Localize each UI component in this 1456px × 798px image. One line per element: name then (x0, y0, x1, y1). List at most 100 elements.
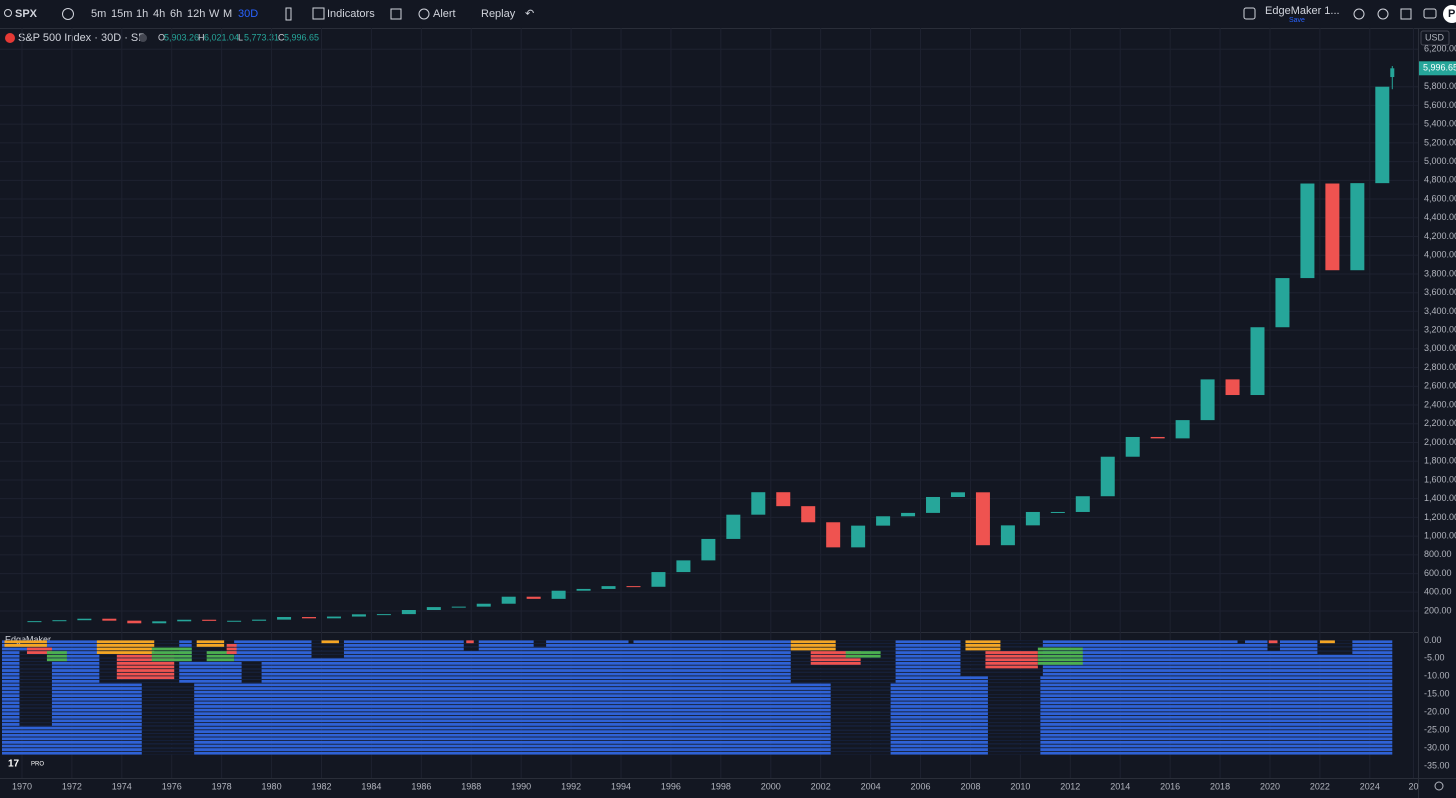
x-tick-label: 1978 (212, 781, 232, 791)
currency[interactable]: USD (1425, 32, 1445, 42)
heat-row (1, 651, 1393, 654)
heat-row (1037, 647, 1083, 651)
heat-row (987, 701, 1041, 705)
y-tick-label: 5,000.00 (1424, 156, 1456, 166)
settings-button[interactable] (1377, 8, 1389, 20)
alert-icon[interactable] (418, 8, 430, 20)
y-tick-label: 3,600.00 (1424, 287, 1456, 297)
x-tick-label: 2020 (1260, 781, 1280, 791)
heat-row (985, 658, 1038, 662)
heat-row (141, 697, 195, 701)
y-tick-label: -20.00 (1424, 707, 1450, 717)
candle-body (27, 621, 42, 623)
candle-body (376, 614, 391, 616)
heat-row (19, 658, 52, 662)
candle-body (651, 572, 666, 587)
x-tick-label: 2014 (1110, 781, 1130, 791)
interval[interactable]: 1h (136, 8, 148, 20)
x-tick-label: 1970 (12, 781, 32, 791)
heat-row (141, 694, 195, 698)
interval[interactable]: 4h (153, 8, 165, 20)
heat-row (1268, 640, 1278, 644)
candle-body (177, 619, 192, 622)
candle-body (252, 619, 267, 621)
heat-row (830, 705, 891, 708)
heat-row (790, 640, 836, 644)
collapse-button[interactable] (139, 34, 147, 42)
compare-button[interactable] (62, 8, 74, 20)
heat-row (96, 643, 155, 647)
heat-row (241, 672, 262, 676)
heat-row (1, 744, 1393, 748)
heat-row (987, 690, 1041, 694)
quick-search[interactable] (1353, 8, 1365, 20)
heat-row (1, 690, 1393, 694)
candle-body (726, 514, 741, 539)
y-tick-label: 2,400.00 (1424, 399, 1456, 409)
y-tick-label: 800.00 (1424, 549, 1452, 559)
ohlc-value: 5,903.26 (164, 32, 199, 42)
avatar-letter[interactable]: P (1448, 8, 1455, 20)
candle-body (351, 614, 366, 617)
replay-button[interactable]: Replay (481, 8, 516, 20)
heat-row (226, 651, 237, 654)
heat-row (141, 683, 195, 687)
heat-row (466, 640, 474, 644)
search-icon[interactable] (4, 9, 12, 17)
snapshot-button[interactable] (1423, 8, 1437, 19)
chart-type-button[interactable] (285, 7, 292, 21)
interval[interactable]: W (209, 8, 220, 20)
candle-body (901, 512, 916, 517)
ohlc-legend: O5,903.26H 6,021.04L 5,773.31C 5,996.65 (158, 32, 319, 42)
y-tick-label: 6,200.00 (1424, 44, 1456, 54)
heat-row (960, 672, 1043, 676)
heat-row (311, 651, 344, 654)
interval[interactable]: 5m (91, 8, 106, 20)
templates-button[interactable] (390, 8, 402, 20)
candle-body (826, 522, 841, 548)
heat-row (1, 669, 1393, 672)
indicators-button[interactable]: Indicators (327, 8, 375, 20)
interval[interactable]: M (223, 8, 232, 20)
currency-box[interactable] (1420, 30, 1450, 46)
fullscreen-button[interactable] (1400, 8, 1412, 20)
candle-body (926, 496, 941, 513)
heat-row (141, 701, 195, 705)
interval-active[interactable]: 30D (238, 8, 258, 20)
undo-button[interactable]: ↶ (525, 8, 534, 20)
heat-row (1317, 640, 1353, 644)
x-tick-label: 1984 (361, 781, 381, 791)
heat-row (99, 679, 180, 683)
last-price-box (1419, 61, 1456, 76)
ohlc-value: 5,773.31 (244, 32, 279, 42)
layout-name[interactable]: EdgeMaker 1... (1265, 5, 1340, 17)
heat-row (191, 647, 235, 651)
candle-body (1025, 511, 1040, 526)
heat-row (533, 640, 547, 644)
x-tick-label: 1990 (511, 781, 531, 791)
y-tick-label: 5,800.00 (1424, 81, 1456, 91)
y-tick-label: 4,800.00 (1424, 175, 1456, 185)
y-tick-label: 600.00 (1424, 568, 1452, 578)
layout-icon[interactable] (1243, 7, 1256, 20)
indicators-icon[interactable] (312, 7, 325, 20)
y-tick-label: 4,400.00 (1424, 212, 1456, 222)
heat-row (790, 640, 896, 644)
y-tick-label: 2,600.00 (1424, 381, 1456, 391)
heat-row (987, 715, 1041, 719)
candle-body (451, 606, 466, 608)
heat-row (987, 683, 1041, 687)
heat-row (533, 643, 547, 647)
heat-row (1, 751, 1393, 755)
heat-row (1, 715, 1393, 719)
avatar[interactable] (1443, 5, 1456, 23)
candle-body (1125, 436, 1140, 457)
time-settings[interactable] (1434, 781, 1444, 791)
interval[interactable]: 6h (170, 8, 182, 20)
interval[interactable]: 15m (111, 8, 132, 20)
interval[interactable]: 12h (187, 8, 205, 20)
layout-status[interactable]: Save (1289, 17, 1305, 24)
symbol[interactable]: SPX (15, 8, 38, 20)
y-tick-label: -30.00 (1424, 743, 1450, 753)
alert-button[interactable]: Alert (433, 8, 456, 20)
